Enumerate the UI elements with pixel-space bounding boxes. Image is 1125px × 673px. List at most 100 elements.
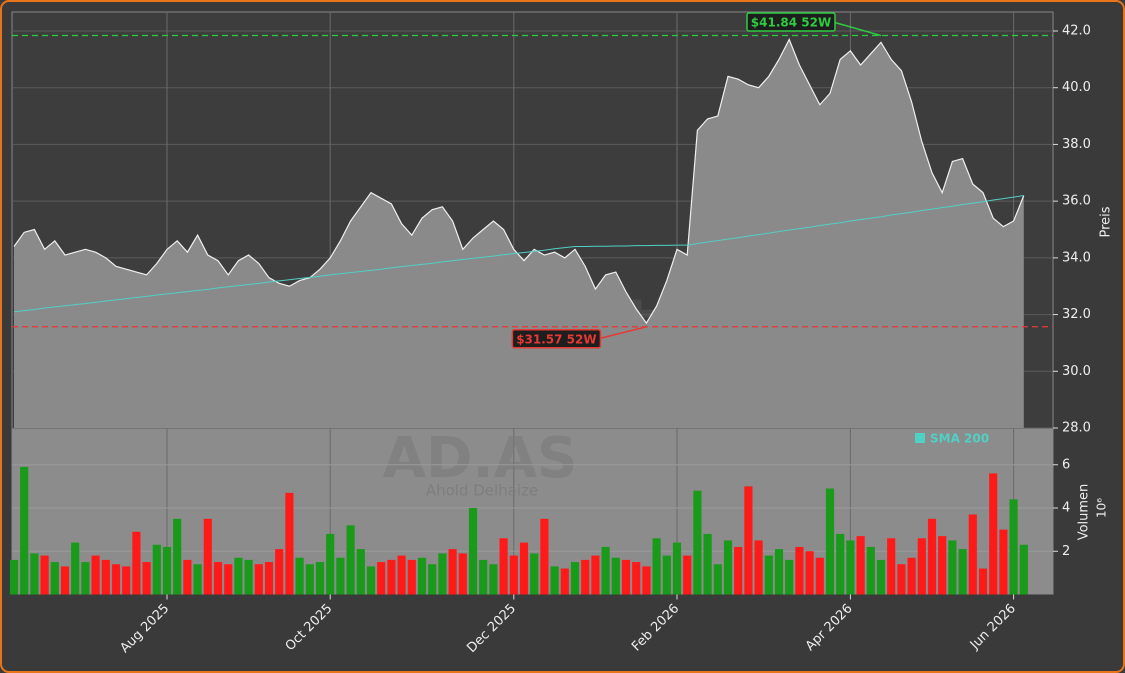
volume-bar [917, 538, 926, 595]
volume-bar [499, 538, 508, 595]
sma-line [13, 194, 1024, 313]
area [14, 39, 1024, 429]
legend-label: SMA 200 [930, 432, 989, 446]
volume-bar [479, 559, 488, 595]
volume-bar [101, 559, 110, 595]
volume-bar [978, 568, 988, 595]
volume-bar [71, 542, 80, 595]
volume-bar [336, 557, 345, 595]
volume-bar [866, 546, 875, 595]
volume-bar [642, 566, 651, 595]
volume-bar [856, 536, 865, 595]
volume-bar [540, 518, 549, 595]
volume-bar [927, 518, 937, 595]
volume-bar [285, 492, 294, 595]
volume-bar [897, 564, 906, 595]
volume-bar [754, 540, 763, 595]
volume-bar [723, 540, 733, 595]
y-tick-label: 40.0 [1062, 80, 1091, 95]
watermark-title: AD.AS [383, 426, 578, 491]
y-tick-label: 36.0 [1062, 194, 1091, 209]
volume-bar [999, 529, 1008, 595]
volume-bar [703, 533, 712, 595]
volume-bar [111, 564, 121, 595]
volume-bar [938, 536, 947, 595]
volume-bar [366, 566, 376, 595]
volume-bar [173, 518, 182, 595]
volume-bar [397, 555, 406, 595]
volume-bar [387, 559, 396, 595]
volume-bar [662, 555, 671, 595]
volume-bar [295, 557, 304, 595]
watermark-subtitle: Ahold Delhaize [426, 482, 538, 500]
volume-bar [60, 566, 70, 595]
volume-bar [203, 518, 212, 595]
volume-bar [876, 559, 886, 595]
volume-bar [81, 562, 90, 595]
volume-bar [20, 466, 29, 595]
volume-bar [468, 508, 478, 595]
volume-bar [1019, 544, 1028, 595]
volume-bar [805, 551, 814, 595]
volume-bar [581, 559, 590, 595]
annotation-arrow [598, 326, 647, 340]
volume-bar [744, 486, 753, 595]
volume-bar [122, 566, 131, 595]
volume-bar [9, 559, 19, 595]
volume-bar [509, 555, 518, 595]
annotation-arrow [832, 21, 882, 37]
volume-bar [632, 562, 641, 595]
volume-bar [1009, 499, 1018, 595]
y-tick-label: 28.0 [1062, 421, 1091, 436]
volume-bar [672, 542, 682, 595]
volume-bar [989, 473, 998, 595]
volume-bar [224, 564, 233, 595]
volume-bar [836, 533, 845, 595]
y-tick-label: 42.0 [1062, 23, 1091, 38]
y-tick-label: 32.0 [1062, 307, 1091, 322]
volume-bar [407, 559, 416, 595]
volume-bar [40, 555, 49, 595]
y-tick-label: 2 [1062, 544, 1070, 559]
volume-bar [611, 557, 620, 595]
volume-bar [162, 546, 172, 595]
y-axis-label: Preis [1099, 206, 1114, 237]
volume-bar [764, 555, 773, 595]
volume-bar [183, 559, 192, 595]
volume-bar [774, 549, 784, 595]
volume-bar [846, 540, 855, 595]
volume-bar [948, 540, 957, 595]
volume-bar [326, 533, 335, 595]
legend-swatch [915, 433, 925, 443]
volume-bar [264, 562, 274, 595]
volume-bar [560, 568, 569, 595]
volume-bar [958, 549, 967, 595]
y-tick-label: 30.0 [1062, 364, 1091, 379]
annotation-box [746, 12, 836, 32]
y-tick-label: 38.0 [1062, 137, 1091, 152]
volume-bar [244, 559, 253, 595]
volume-bar [152, 544, 161, 595]
volume-bar [489, 564, 498, 595]
axis-offset: 10⁶ [1095, 498, 1109, 518]
volume-bar [356, 549, 365, 595]
volume-bar [887, 538, 896, 595]
volume-bar [550, 566, 559, 595]
volume-bar [785, 559, 794, 595]
volume-bar [213, 562, 223, 595]
volume-bar [570, 562, 580, 595]
volume-bar [377, 562, 386, 595]
volume-bar [601, 546, 610, 595]
volume-bar [519, 542, 529, 595]
volume-bar [438, 553, 447, 595]
volume-bar [448, 549, 457, 595]
volume-bar [907, 557, 916, 595]
price-line [13, 38, 1025, 325]
volume-bar [254, 564, 263, 595]
volume-bar [795, 546, 804, 595]
volume-bar [193, 564, 202, 595]
volume-bar [315, 562, 325, 595]
y-tick-label: 6 [1062, 457, 1070, 472]
volume-bar [275, 549, 284, 595]
